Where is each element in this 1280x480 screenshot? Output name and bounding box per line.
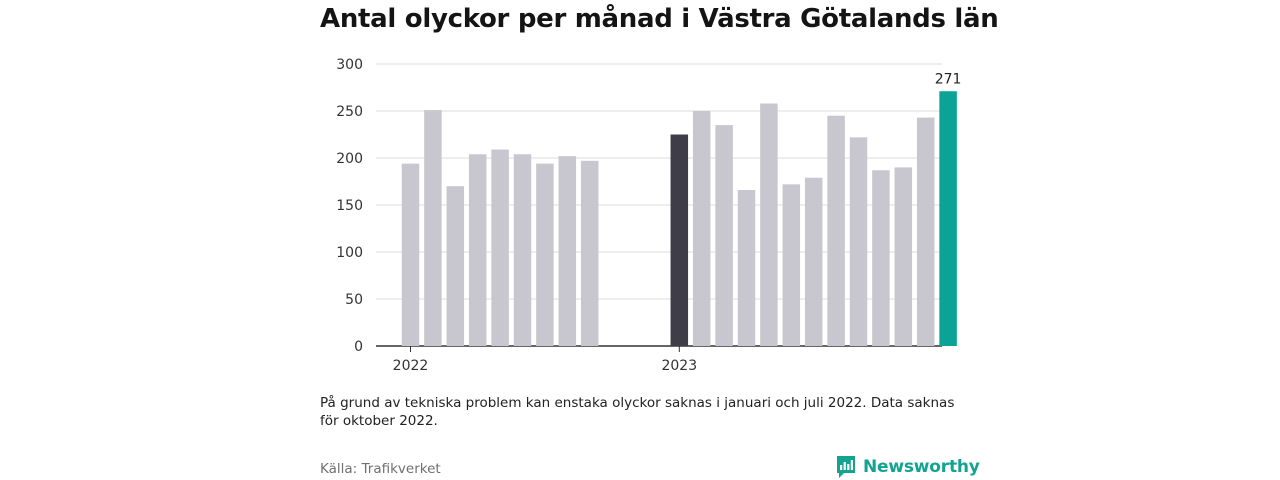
bar	[715, 125, 733, 346]
bar	[424, 110, 442, 346]
bar	[580, 160, 599, 346]
bar	[872, 170, 890, 346]
x-tick-label: 2022	[393, 358, 429, 374]
y-tick-label: 250	[336, 104, 363, 120]
bar	[670, 134, 689, 346]
newsworthy-logo[interactable]: Newsworthy	[835, 454, 980, 480]
labels: 0 50 100 150 200 250 300 271 2022 2023	[336, 57, 961, 374]
y-tick-label: 300	[336, 57, 363, 73]
bar	[536, 163, 554, 346]
y-tick-label: 50	[345, 292, 363, 308]
bar	[804, 177, 823, 346]
chart-title: Antal olyckor per månad i Västra Götalan…	[320, 4, 999, 34]
bar	[827, 115, 845, 346]
brand-name: Newsworthy	[863, 457, 980, 477]
bar	[782, 184, 801, 346]
y-tick-label: 200	[336, 151, 363, 167]
x-tick-label: 2023	[661, 358, 697, 374]
source-text: Källa: Trafikverket	[320, 461, 441, 477]
bar-chart: 0 50 100 150 200 250 300 271 2022 2023	[336, 57, 961, 374]
footnote: På grund av tekniska problem kan enstaka…	[320, 395, 955, 429]
bar	[513, 154, 532, 346]
bar	[916, 117, 935, 346]
bar	[894, 167, 913, 346]
bar	[491, 149, 509, 346]
bar	[760, 103, 778, 346]
y-tick-label: 0	[354, 339, 363, 355]
bars	[401, 91, 957, 346]
bar	[401, 163, 420, 346]
bar	[692, 111, 711, 346]
bar	[446, 186, 465, 346]
bar	[939, 91, 957, 346]
newsworthy-logo-icon	[837, 456, 855, 478]
y-tick-label: 150	[336, 198, 363, 214]
bar	[468, 154, 487, 346]
y-tick-label: 100	[336, 245, 363, 261]
data-label: 271	[935, 71, 962, 87]
bar	[849, 137, 868, 346]
bar	[737, 189, 756, 346]
bar	[558, 156, 577, 346]
